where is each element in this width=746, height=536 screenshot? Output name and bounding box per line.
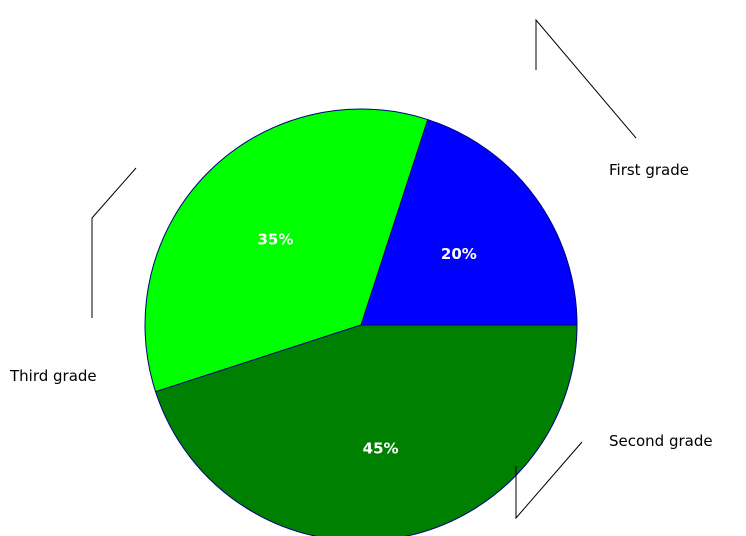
value-label-first-grade: 20% [441,245,477,263]
category-label-first-grade: First grade [609,161,689,179]
leader-line-second-grade [515,441,583,520]
value-label-second-grade: 35% [258,230,294,248]
leader-lines [91,18,637,520]
pie-slice-third-grade [154,324,578,536]
category-label-third-grade: Third grade [9,367,97,385]
value-label-third-grade: 45% [363,440,399,458]
category-label-second-grade: Second grade [609,432,713,450]
pie-slices [144,108,578,536]
pie-slice-first-grade [360,118,578,326]
pie-slice-second-grade [144,108,429,393]
leader-line-first-grade [535,18,637,139]
category-labels: First grade Second grade Third grade [9,161,713,450]
leader-line-third-grade [91,167,137,318]
pie-value-labels: 20% 35% 45% [258,230,477,457]
